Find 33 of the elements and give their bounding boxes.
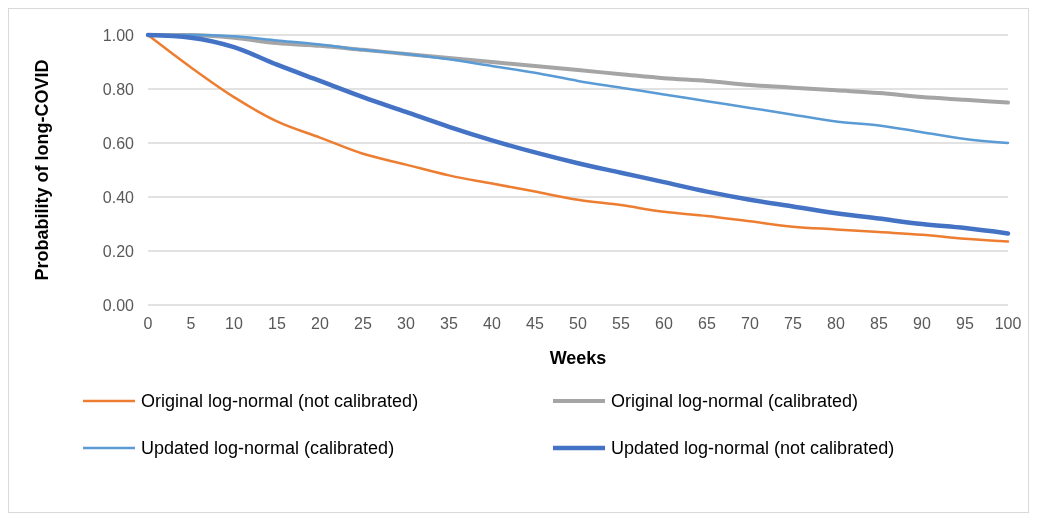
legend-label: Original log-normal (not calibrated) <box>141 391 419 412</box>
x-tick-label: 0 <box>143 315 153 332</box>
x-tick-label: 35 <box>440 315 458 332</box>
y-axis-title: Probability of long-COVID <box>32 59 52 281</box>
x-tick-label: 60 <box>655 315 673 332</box>
legend-label: Updated log-normal (calibrated) <box>141 438 395 459</box>
x-tick-label: 5 <box>186 315 196 332</box>
x-tick-label: 90 <box>913 315 931 332</box>
x-tick-label: 10 <box>225 315 243 332</box>
legend-label: Updated log-normal (not calibrated) <box>611 438 895 459</box>
x-tick-label: 85 <box>870 315 888 332</box>
x-tick-label: 40 <box>483 315 501 332</box>
x-tick-label: 15 <box>268 315 286 332</box>
y-tick-label: 0.80 <box>102 80 135 98</box>
legend-label: Original log-normal (calibrated) <box>611 391 859 412</box>
y-tick-label: 0.60 <box>102 134 135 152</box>
x-tick-label: 75 <box>784 315 802 332</box>
y-tick-label: 0.40 <box>102 188 135 206</box>
y-tick-label: 0.00 <box>102 296 135 314</box>
x-tick-label: 100 <box>994 315 1022 332</box>
y-tick-label: 1.00 <box>102 26 135 44</box>
x-tick-label: 95 <box>956 315 974 332</box>
x-tick-label: 50 <box>569 315 587 332</box>
x-tick-label: 55 <box>612 315 630 332</box>
x-tick-label: 30 <box>397 315 415 332</box>
y-tick-label: 0.20 <box>102 242 135 260</box>
x-tick-label: 80 <box>827 315 845 332</box>
x-tick-label: 20 <box>311 315 329 332</box>
x-tick-label: 65 <box>698 315 716 332</box>
x-tick-label: 25 <box>354 315 372 332</box>
x-axis-title: Weeks <box>549 348 607 368</box>
x-tick-label: 45 <box>526 315 544 332</box>
x-tick-label: 70 <box>741 315 759 332</box>
